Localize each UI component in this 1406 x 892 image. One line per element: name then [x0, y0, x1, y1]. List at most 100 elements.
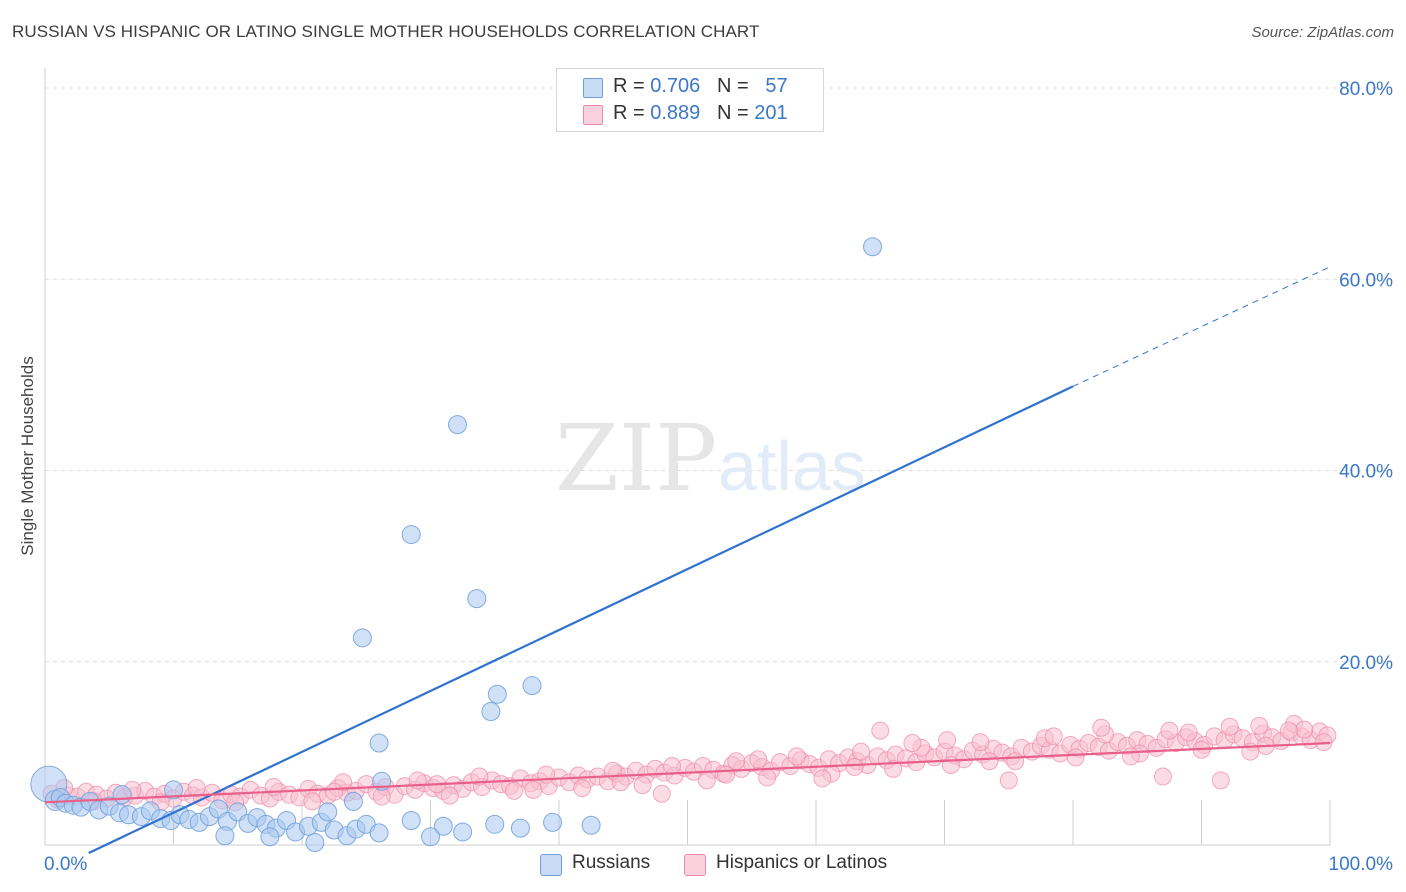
russian-point — [467, 589, 487, 609]
hispanic-point — [470, 767, 489, 786]
stat-n-value: 201 — [754, 102, 788, 124]
legend-label-hispanics: Hispanics or Latinos — [716, 852, 888, 873]
source-label: Source: ZipAtlas.com — [1251, 24, 1394, 41]
hispanic-point — [971, 733, 990, 752]
y-tick-label: 80.0% — [1339, 79, 1393, 100]
russian-point — [369, 733, 389, 753]
russian-point — [318, 802, 338, 822]
stat-n-value: 57 — [765, 75, 788, 97]
stats-box: R = 0.706 N = 57 R = 0.889 N = 201 — [556, 68, 824, 132]
legend-label-russians: Russians — [572, 852, 651, 873]
stat-swatch-russians — [583, 78, 603, 98]
russian-point — [352, 628, 372, 648]
russian-point — [369, 823, 389, 843]
hispanic-point — [697, 771, 716, 790]
hispanic-point — [813, 769, 832, 788]
hispanic-point — [1179, 723, 1198, 742]
hispanic-point — [524, 780, 543, 799]
chart-title: RUSSIAN VS HISPANIC OR LATINO SINGLE MOT… — [12, 22, 760, 41]
hispanic-point — [903, 734, 922, 753]
hispanic-point — [187, 778, 206, 797]
russian-point — [863, 237, 883, 257]
hispanic-point — [787, 747, 806, 766]
russian-point — [305, 832, 325, 852]
hispanic-point — [1160, 721, 1179, 740]
legend-swatch-hispanics — [684, 854, 706, 876]
hispanic-point — [1220, 717, 1239, 736]
russian-point — [401, 810, 421, 830]
russian-point — [112, 785, 132, 805]
russian-point — [164, 780, 183, 800]
hispanic-point — [633, 776, 652, 795]
y-tick-label: 40.0% — [1339, 462, 1393, 483]
russian-point — [487, 684, 507, 704]
russian-point — [421, 827, 440, 847]
hispanic-point — [303, 792, 322, 811]
watermark-atlas: atlas — [718, 427, 866, 505]
hispanic-point — [851, 742, 870, 761]
hispanic-point — [1250, 716, 1269, 735]
hispanic-point — [1314, 733, 1333, 752]
hispanic-point — [1044, 727, 1063, 746]
y-tick-label: 60.0% — [1339, 270, 1393, 291]
hispanic-point — [1006, 752, 1025, 771]
russian-point — [481, 701, 501, 721]
watermark: ZIP atlas — [555, 405, 866, 512]
hispanic-point — [1092, 718, 1111, 737]
y-axis-title: Single Mother Households — [18, 356, 37, 556]
trend-lines — [44, 266, 1331, 854]
hispanic-point — [758, 768, 777, 787]
stat-r-value: 0.889 — [650, 102, 701, 124]
hispanic-point — [717, 765, 736, 784]
stat-r-label: R = — [613, 75, 651, 97]
hispanic-point — [440, 786, 459, 805]
russian-point — [401, 525, 421, 545]
hispanic-point — [505, 781, 524, 800]
hispanic-point — [980, 752, 999, 771]
hispanic-point — [1121, 747, 1140, 766]
hispanic-points — [42, 714, 1337, 812]
hispanic-trend-line — [44, 741, 1331, 804]
legend-swatch-russians — [540, 854, 562, 876]
hispanic-point — [884, 759, 903, 778]
hispanic-point — [999, 771, 1018, 790]
hispanic-point — [871, 721, 890, 740]
russian-point — [522, 676, 542, 696]
hispanic-point — [1279, 721, 1298, 740]
russian-point — [433, 816, 453, 836]
hispanic-point — [941, 756, 960, 775]
hispanic-point — [938, 731, 957, 750]
stat-swatch-hispanics — [583, 105, 603, 125]
russian-point — [453, 822, 473, 842]
hispanic-point — [845, 757, 864, 776]
hispanic-point — [573, 778, 592, 797]
russian-point — [510, 818, 530, 838]
russian-point — [215, 826, 235, 846]
stat-n-label: N = — [716, 102, 755, 124]
russian-trend-extension — [1072, 266, 1331, 387]
hispanic-point — [1153, 767, 1172, 786]
russian-point — [543, 812, 563, 832]
grid-lines — [45, 87, 1392, 663]
hispanic-point — [663, 756, 682, 775]
russian-point — [447, 415, 467, 435]
hispanic-point — [1211, 771, 1230, 790]
russian-trend-line — [88, 385, 1074, 854]
hispanic-point — [611, 773, 630, 792]
russian-points — [30, 237, 883, 852]
russian-point — [485, 814, 505, 834]
hispanic-point — [1066, 748, 1085, 767]
tick-labels: 20.0% 40.0% 60.0% 80.0% 0.0% 100.0% — [44, 79, 1393, 875]
hispanic-point — [1295, 720, 1314, 739]
hispanic-point — [652, 784, 671, 803]
russian-point — [581, 815, 601, 835]
y-tick-label: 20.0% — [1339, 653, 1393, 674]
hispanic-point — [325, 782, 344, 801]
stat-n-label: N = — [716, 75, 755, 97]
russian-point — [343, 791, 363, 811]
x-tick-label: 100.0% — [1329, 854, 1394, 875]
stat-r-label: R = — [613, 102, 651, 124]
watermark-zip: ZIP — [555, 405, 717, 512]
x-tick-label: 0.0% — [44, 854, 87, 875]
